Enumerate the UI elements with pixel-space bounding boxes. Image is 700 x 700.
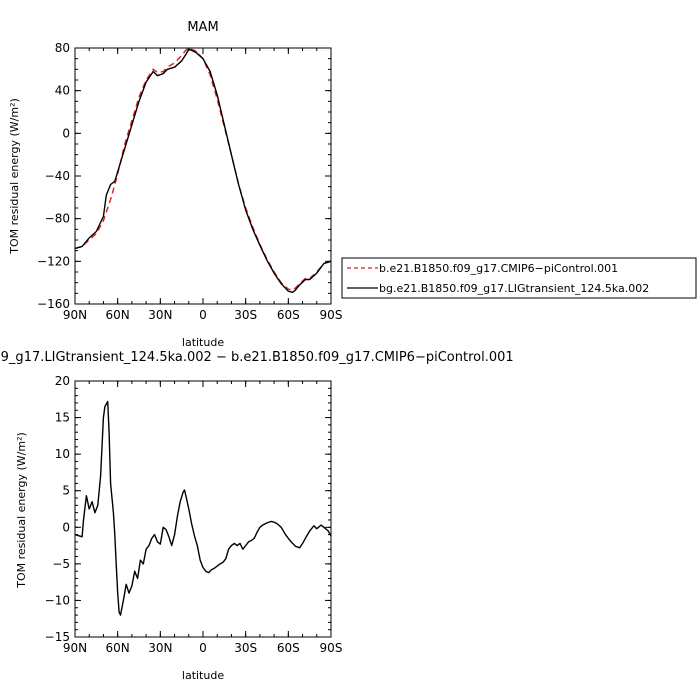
top-axis-ticks: 90N 60N 30N 0 30S 60S 90S 80 40 0 −40 −80 −120 −160 — [37, 41, 342, 322]
x-tick-label: 90N — [63, 641, 87, 655]
y-tick-label: −10 — [45, 593, 70, 607]
y-tick-label: −160 — [37, 297, 70, 311]
y-tick-label: −120 — [37, 254, 70, 268]
x-tick-label: 30S — [234, 308, 257, 322]
y-tick-label: 20 — [55, 374, 70, 388]
top-chart-title: MAM — [187, 20, 218, 35]
x-tick-label: 60S — [277, 308, 300, 322]
y-tick-label: 40 — [55, 84, 70, 98]
x-tick-label: 0 — [199, 308, 207, 322]
legend-label-control: b.e21.B1850.f09_g17.CMIP6−piControl.001 — [379, 262, 618, 275]
x-tick-label: 0 — [199, 641, 207, 655]
bottom-y-axis-label: TOM residual energy (W/m²) — [15, 432, 28, 589]
y-tick-label: −15 — [45, 630, 70, 644]
x-tick-label: 30N — [148, 641, 172, 655]
y-tick-label: 0 — [62, 520, 70, 534]
legend-label-transient: bg.e21.B1850.f09_g17.LIGtransient_124.5k… — [379, 282, 649, 295]
series-line-1 — [74, 48, 332, 293]
bottom-axis-ticks: 90N 60N 30N 0 30S 60S 90S 20 15 10 5 0 −5 −10 −15 — [45, 374, 343, 655]
bottom-plot-frame — [74, 380, 332, 638]
panel-bottom: bg.e21.B1850.f09_g17.LIGtransient_124.5k… — [0, 350, 514, 682]
y-tick-label: 10 — [55, 447, 70, 461]
x-tick-label: 30N — [148, 308, 172, 322]
y-tick-label: 5 — [62, 484, 70, 498]
y-tick-label: −5 — [52, 557, 70, 571]
legend-box — [341, 257, 697, 299]
series-line-0 — [74, 400, 332, 616]
x-tick-label: 90S — [320, 641, 343, 655]
top-y-axis-label: TOM residual energy (W/m²) — [8, 98, 21, 255]
y-tick-label: −80 — [45, 212, 70, 226]
bottom-series-lines — [74, 400, 332, 616]
x-tick-label: 60S — [277, 641, 300, 655]
legend: b.e21.B1850.f09_g17.CMIP6−piControl.001 … — [341, 257, 697, 299]
y-tick-label: −40 — [45, 169, 70, 183]
x-tick-label: 30S — [234, 641, 257, 655]
y-tick-label: 80 — [55, 41, 70, 55]
x-tick-label: 90S — [320, 308, 343, 322]
top-x-axis-label: latitude — [182, 336, 224, 349]
y-tick-label: 15 — [55, 411, 70, 425]
x-tick-label: 60N — [106, 308, 130, 322]
x-tick-label: 90N — [63, 308, 87, 322]
series-line-0 — [74, 47, 332, 291]
bottom-x-axis-label: latitude — [182, 669, 224, 682]
top-series-lines — [74, 47, 332, 293]
bottom-chart-title: bg.e21.B1850.f09_g17.LIGtransient_124.5k… — [0, 350, 514, 365]
y-tick-label: 0 — [62, 126, 70, 140]
top-plot-frame — [74, 47, 332, 305]
panel-top: MAM TOM residual energy (W/m²) latitude … — [8, 20, 342, 349]
x-tick-label: 60N — [106, 641, 130, 655]
